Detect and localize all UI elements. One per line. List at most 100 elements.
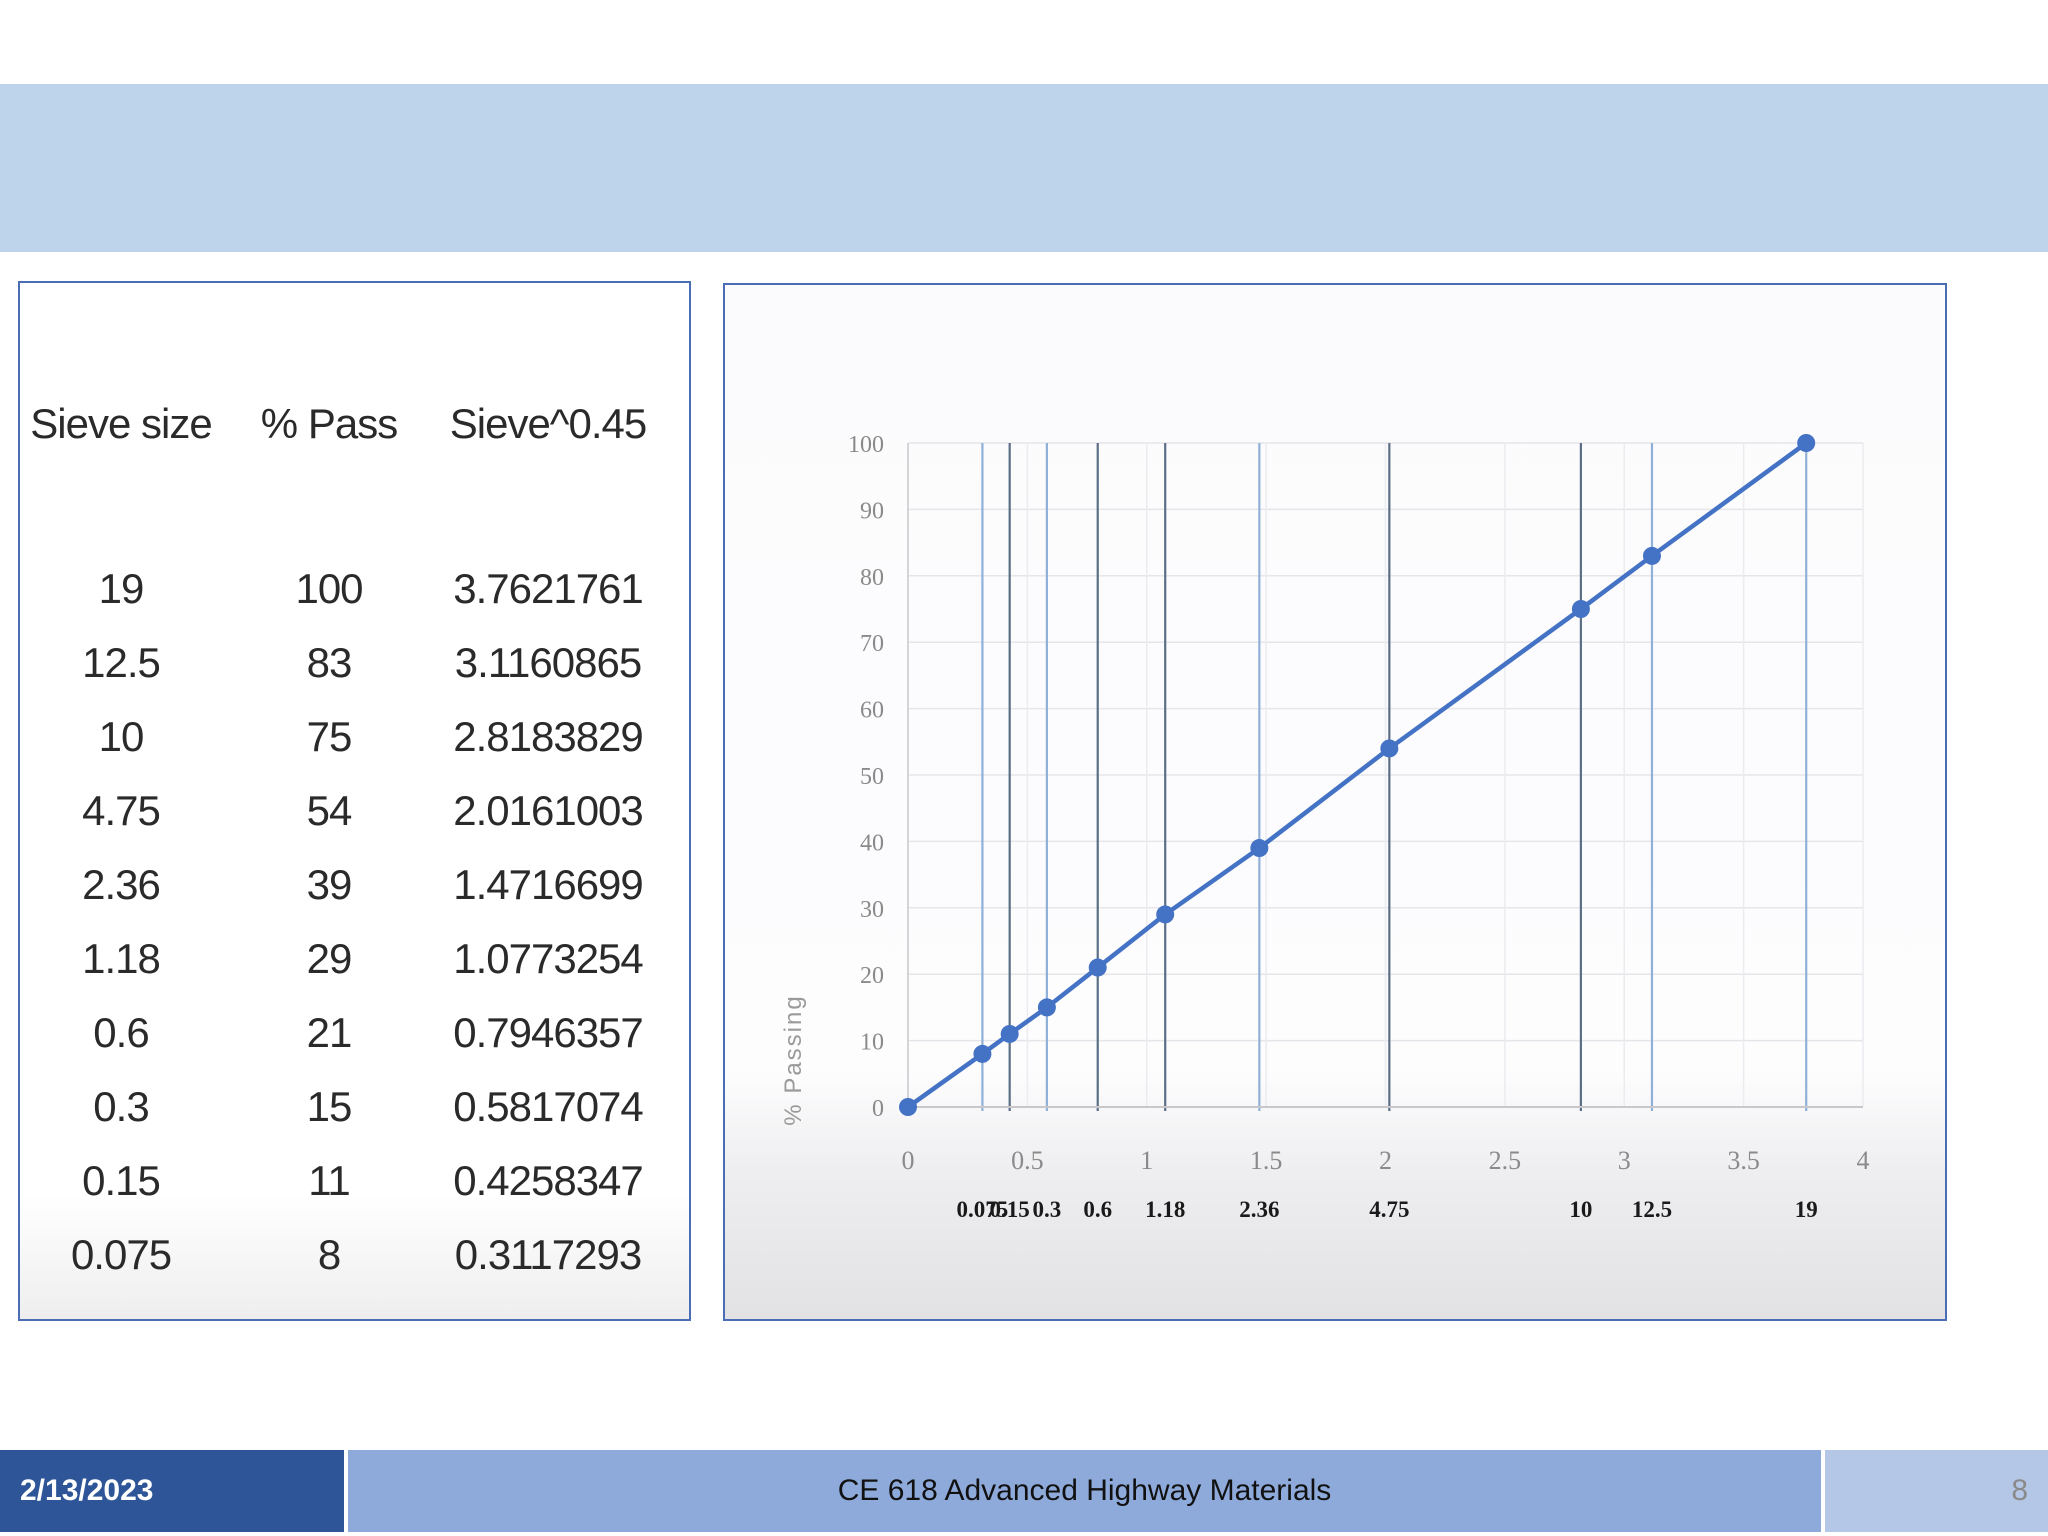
chart-grid [908,442,1864,1107]
x-tick-label: 4 [1857,1146,1870,1175]
data-point [1156,905,1175,924]
cell-sieve-size: 0.6 [93,1009,149,1056]
chart-axes [904,443,1863,1108]
series-points [899,434,1816,1116]
cell-sieve-power: 2.0161003 [453,787,644,834]
data-point [1000,1024,1019,1043]
cell-percent-pass: 29 [306,935,353,982]
x-tick-label: 3 [1618,1146,1631,1175]
y-tick-label: 0 [872,1096,884,1122]
cell-sieve-power: 1.4716699 [453,861,644,908]
table-row: 0.15 11 0.4258347 [20,1157,689,1217]
y-tick-label: 70 [860,631,884,657]
x-tick-label: 1.5 [1250,1146,1283,1175]
sieve-lines [981,443,1808,1111]
table-row: 12.5 83 3.1160865 [20,639,689,699]
chart-svg: 0 0.5 1 1.5 2 2.5 3 3.5 4 0102030405060708090100… [780,432,1870,1222]
sieve-label: 0.6 [1083,1197,1112,1222]
y-tick-label: 50 [860,764,884,790]
table-row: 2.36 39 1.4716699 [20,861,689,921]
cell-percent-pass: 11 [308,1157,351,1204]
cell-percent-pass: 83 [306,639,353,686]
y-tick-label: 80 [860,565,884,591]
cell-sieve-power: 0.3117293 [454,1231,642,1278]
gradation-chart: 0 0.5 1 1.5 2 2.5 3 3.5 4 0 10 20 30 40 50 60 70 80 90 100… [723,283,1947,1321]
cell-sieve-size: 2.36 [82,861,161,908]
table-row: 10 75 2.8183829 [20,713,689,773]
y-tick-label: 60 [860,698,884,724]
cell-sieve-size: 12.5 [82,639,161,686]
table-row: 4.75 54 2.0161003 [20,787,689,847]
sieve-label: 19 [1795,1197,1818,1222]
table-header: Sieve size % Pass Sieve^0.45 [20,400,689,460]
cell-percent-pass: 15 [306,1083,353,1130]
cell-sieve-size: 0.15 [82,1157,161,1204]
data-point [1088,958,1107,977]
header-sieve-size: Sieve size [30,400,212,447]
data-point [1380,739,1399,758]
table-row: 0.6 21 0.7946357 [20,1009,689,1069]
cell-percent-pass: 8 [317,1231,341,1278]
x-tick-label: 2 [1379,1146,1392,1175]
y-tick-label: 90 [860,498,884,524]
data-point [1037,998,1056,1017]
data-point [1797,434,1816,452]
y-tick-label: 100 [848,432,884,458]
sieve-label: 4.75 [1369,1197,1409,1222]
cell-sieve-power: 2.8183829 [453,713,644,760]
cell-percent-pass: 39 [306,861,353,908]
data-point [973,1044,992,1063]
data-point [899,1098,917,1116]
table-row: 1.18 29 1.0773254 [20,935,689,995]
sieve-label: 0.15 [990,1197,1030,1222]
gradation-table: Sieve size % Pass Sieve^0.45 19 100 3.7621… [18,281,691,1321]
cell-percent-pass: 54 [306,787,353,834]
x-tick-labels: 0 0.5 1 1.5 2 2.5 3 3.5 4 [902,1146,1870,1175]
footer-page-number: 8 [1825,1450,2048,1532]
title-band [0,84,2048,252]
sieve-label: 0.3 [1033,1197,1062,1222]
sieve-label: 0.075 [957,1197,1009,1222]
x-tick-label: 0 [902,1146,915,1175]
y-tick-labels: 0 10 20 30 40 50 60 70 80 90 100 [848,432,884,1122]
x-tick-label: 2.5 [1489,1146,1522,1175]
cell-sieve-power: 3.7621761 [453,565,644,612]
footer-date: 2/13/2023 [0,1450,344,1532]
cell-sieve-size: 0.075 [70,1231,172,1278]
header-percent-pass: % Pass [260,400,398,447]
cell-sieve-size: 19 [98,565,145,612]
cell-sieve-size: 1.18 [82,935,161,982]
sieve-label: 1.18 [1145,1197,1185,1222]
cell-sieve-size: 4.75 [82,787,161,834]
y-axis-label: % Passing [780,994,807,1125]
cell-sieve-size: 10 [98,713,145,760]
table-row: 0.3 15 0.5817074 [20,1083,689,1143]
footer-course-title: CE 618 Advanced Highway Materials [348,1450,1821,1532]
cell-sieve-power: 1.0773254 [453,935,644,982]
x-tick-label: 0.5 [1011,1146,1044,1175]
y-tick-label: 40 [860,830,884,856]
table-row: 19 100 3.7621761 [20,565,689,625]
cell-sieve-power: 0.7946357 [453,1009,644,1056]
x-tick-label: 3.5 [1727,1146,1760,1175]
data-point [1571,600,1590,618]
x-tick-label: 1 [1140,1146,1153,1175]
cell-sieve-size: 0.3 [93,1083,149,1130]
y-tick-label: 10 [860,1030,884,1056]
y-tick-label: 20 [860,963,884,989]
data-point [1250,839,1269,858]
cell-sieve-power: 0.4258347 [453,1157,644,1204]
sieve-label: 12.5 [1632,1197,1672,1222]
table-row: 0.075 8 0.3117293 [20,1231,689,1291]
cell-sieve-power: 3.1160865 [454,639,642,686]
data-point [1642,546,1661,565]
sieve-label: 2.36 [1239,1197,1279,1222]
sieve-label: 10 [1569,1197,1592,1222]
header-sieve-power: Sieve^0.45 [449,400,648,447]
cell-percent-pass: 100 [295,565,363,612]
cell-sieve-power: 0.5817074 [453,1083,644,1130]
cell-percent-pass: 21 [306,1009,353,1056]
y-tick-label: 30 [860,897,884,923]
cell-percent-pass: 75 [306,713,353,760]
